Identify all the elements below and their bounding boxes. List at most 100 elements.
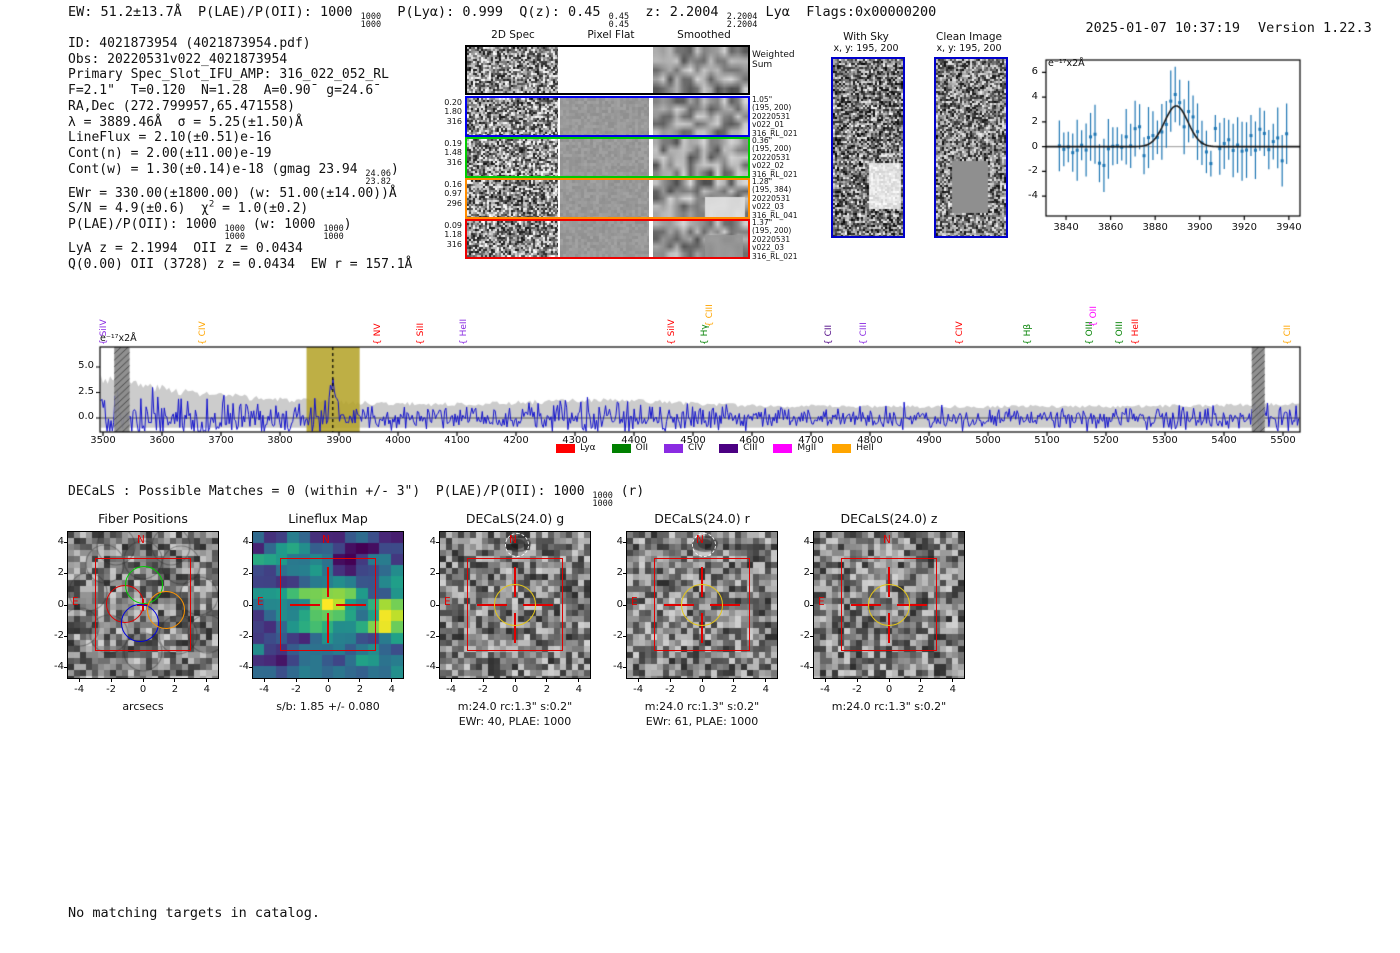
crosshair-line xyxy=(336,604,366,606)
legend-swatch xyxy=(832,443,852,453)
pixel-flat-image xyxy=(560,221,649,257)
axis-tick-mark xyxy=(856,678,858,682)
cutout-x-tick: 2 xyxy=(356,684,364,695)
emission-line-label: { CIII xyxy=(704,304,715,327)
axis-tick-mark xyxy=(623,604,627,606)
cutout-x-tick: -4 xyxy=(259,684,270,695)
cutout-title: Fiber Positions xyxy=(98,511,188,526)
spectrum-x-tick: 4400 xyxy=(621,435,647,446)
spec2d-image xyxy=(467,98,558,135)
cutout-y-tick: -4 xyxy=(426,660,436,672)
sky-panel-frame xyxy=(831,57,905,238)
axis-tick-mark xyxy=(810,604,814,606)
cutout-x-tick: 2 xyxy=(917,684,925,695)
axis-tick-mark xyxy=(295,678,297,682)
info-line-8: Cont(n) = 2.00(±11.00)e-19 xyxy=(68,145,272,161)
axis-tick-mark xyxy=(436,635,440,637)
compass-east-label: E xyxy=(818,596,825,608)
smoothed-image xyxy=(653,47,748,93)
spec2d-row-right-labels: 1.28" (195, 384) 20220531 v022_03 316_RL_041 xyxy=(752,177,798,220)
cutout-x-tick: 0 xyxy=(511,684,519,695)
crosshair-line xyxy=(514,567,516,597)
cutout-y-tick: 2 xyxy=(803,567,810,579)
spectrum-x-tick: 3500 xyxy=(90,435,116,446)
legend-swatch xyxy=(664,443,684,453)
pixel-flat-image xyxy=(560,139,649,176)
cutout-y-tick: -4 xyxy=(239,660,249,672)
cutout-x-tick: 2 xyxy=(730,684,738,695)
zoom-y-tick: 2 xyxy=(1031,115,1038,127)
axis-tick-mark xyxy=(669,678,671,682)
legend-item: Lyα xyxy=(556,443,596,453)
catalog-source-circle xyxy=(692,533,716,557)
cutout-caption: m:24.0 rc:1.3" s:0.2" xyxy=(831,700,947,713)
zoom-y-tick: 0 xyxy=(1031,140,1038,152)
axis-tick-mark xyxy=(436,542,440,544)
cutout-x-tick: 4 xyxy=(203,684,211,695)
compass-north-label: N xyxy=(322,534,330,546)
axis-tick-mark xyxy=(514,678,516,682)
cutout-x-tick: -2 xyxy=(665,684,676,695)
crosshair-line xyxy=(664,604,694,606)
emission-line-label: { HeII xyxy=(459,318,470,345)
emission-line-label: { CIII xyxy=(858,322,869,345)
compass-north-label: N xyxy=(696,534,704,546)
axis-tick-mark xyxy=(263,678,265,682)
crosshair-line xyxy=(523,604,553,606)
cutout-y-tick: -2 xyxy=(426,629,436,641)
zoom-y-tick: -4 xyxy=(1028,190,1038,202)
spectrum-x-tick: 5100 xyxy=(1034,435,1060,446)
axis-tick-mark xyxy=(701,678,703,682)
crosshair-line xyxy=(701,613,703,643)
zoom-units-label: e⁻¹⁷x2Å xyxy=(1048,58,1085,69)
info-line-11: S/N = 4.9(±0.6) χ2 = 1.0(±0.2) xyxy=(68,200,309,217)
spec2d-image xyxy=(467,221,558,257)
cutout-y-tick: 0 xyxy=(242,598,249,610)
legend-item: OII xyxy=(611,443,648,453)
crosshair-line xyxy=(888,567,890,597)
emission-line-label: { CIV xyxy=(197,321,208,345)
spectrum-x-tick: 4500 xyxy=(680,435,706,446)
cutout-x-tick: 0 xyxy=(139,684,147,695)
zoom-y-tick: 4 xyxy=(1031,91,1038,103)
axis-tick-mark xyxy=(64,573,68,575)
smoothed-image xyxy=(653,221,748,257)
axis-tick-mark xyxy=(436,666,440,668)
zoom-x-tick: 3940 xyxy=(1276,222,1302,233)
crosshair-line xyxy=(514,613,516,643)
header-meta: 2025-01-07 10:37:19 Version 1.22.3 xyxy=(1053,4,1372,52)
axis-tick-mark xyxy=(952,678,954,682)
spec2d-row-right-labels: 0.36" (195, 200) 20220531 v022_02 316_RL_021 xyxy=(752,136,798,179)
spectrum-x-tick: 5400 xyxy=(1211,435,1237,446)
compass-east-label: E xyxy=(631,596,638,608)
info-line-10: EWr = 330.00(±1800.00) (w: 51.00(±14.00)… xyxy=(68,185,397,201)
spec2d-image xyxy=(467,47,558,93)
legend-label: HeII xyxy=(856,443,874,453)
axis-tick-mark xyxy=(249,666,253,668)
cutout-y-tick: -2 xyxy=(54,629,64,641)
cutout-y-tick: -4 xyxy=(800,660,810,672)
report-version: Version 1.22.3 xyxy=(1257,20,1372,36)
zoom-x-tick: 3920 xyxy=(1231,222,1258,233)
cutout-y-tick: -2 xyxy=(613,629,623,641)
axis-tick-mark xyxy=(810,542,814,544)
cutout-y-tick: 0 xyxy=(616,598,623,610)
axis-tick-mark xyxy=(578,678,580,682)
axis-tick-mark xyxy=(623,666,627,668)
crosshair-line xyxy=(290,604,320,606)
spectrum-x-tick: 3600 xyxy=(149,435,175,446)
spectrum-x-tick: 5200 xyxy=(1093,435,1119,446)
spectrum-x-tick: 5500 xyxy=(1270,435,1296,446)
cutout-caption-2: EWr: 40, PLAE: 1000 xyxy=(458,715,572,728)
cutout-x-tick: -2 xyxy=(291,684,302,695)
axis-tick-mark xyxy=(450,678,452,682)
info-line-5: RA,Dec (272.799957,65.471558) xyxy=(68,98,295,114)
with-sky-image xyxy=(833,59,903,236)
pixel-flat-image xyxy=(560,47,649,93)
cutout-y-tick: 2 xyxy=(242,567,249,579)
cutout-x-tick: 0 xyxy=(698,684,706,695)
zoom-x-tick: 3860 xyxy=(1097,222,1124,233)
axis-tick-mark xyxy=(64,542,68,544)
compass-east-label: E xyxy=(257,596,264,608)
